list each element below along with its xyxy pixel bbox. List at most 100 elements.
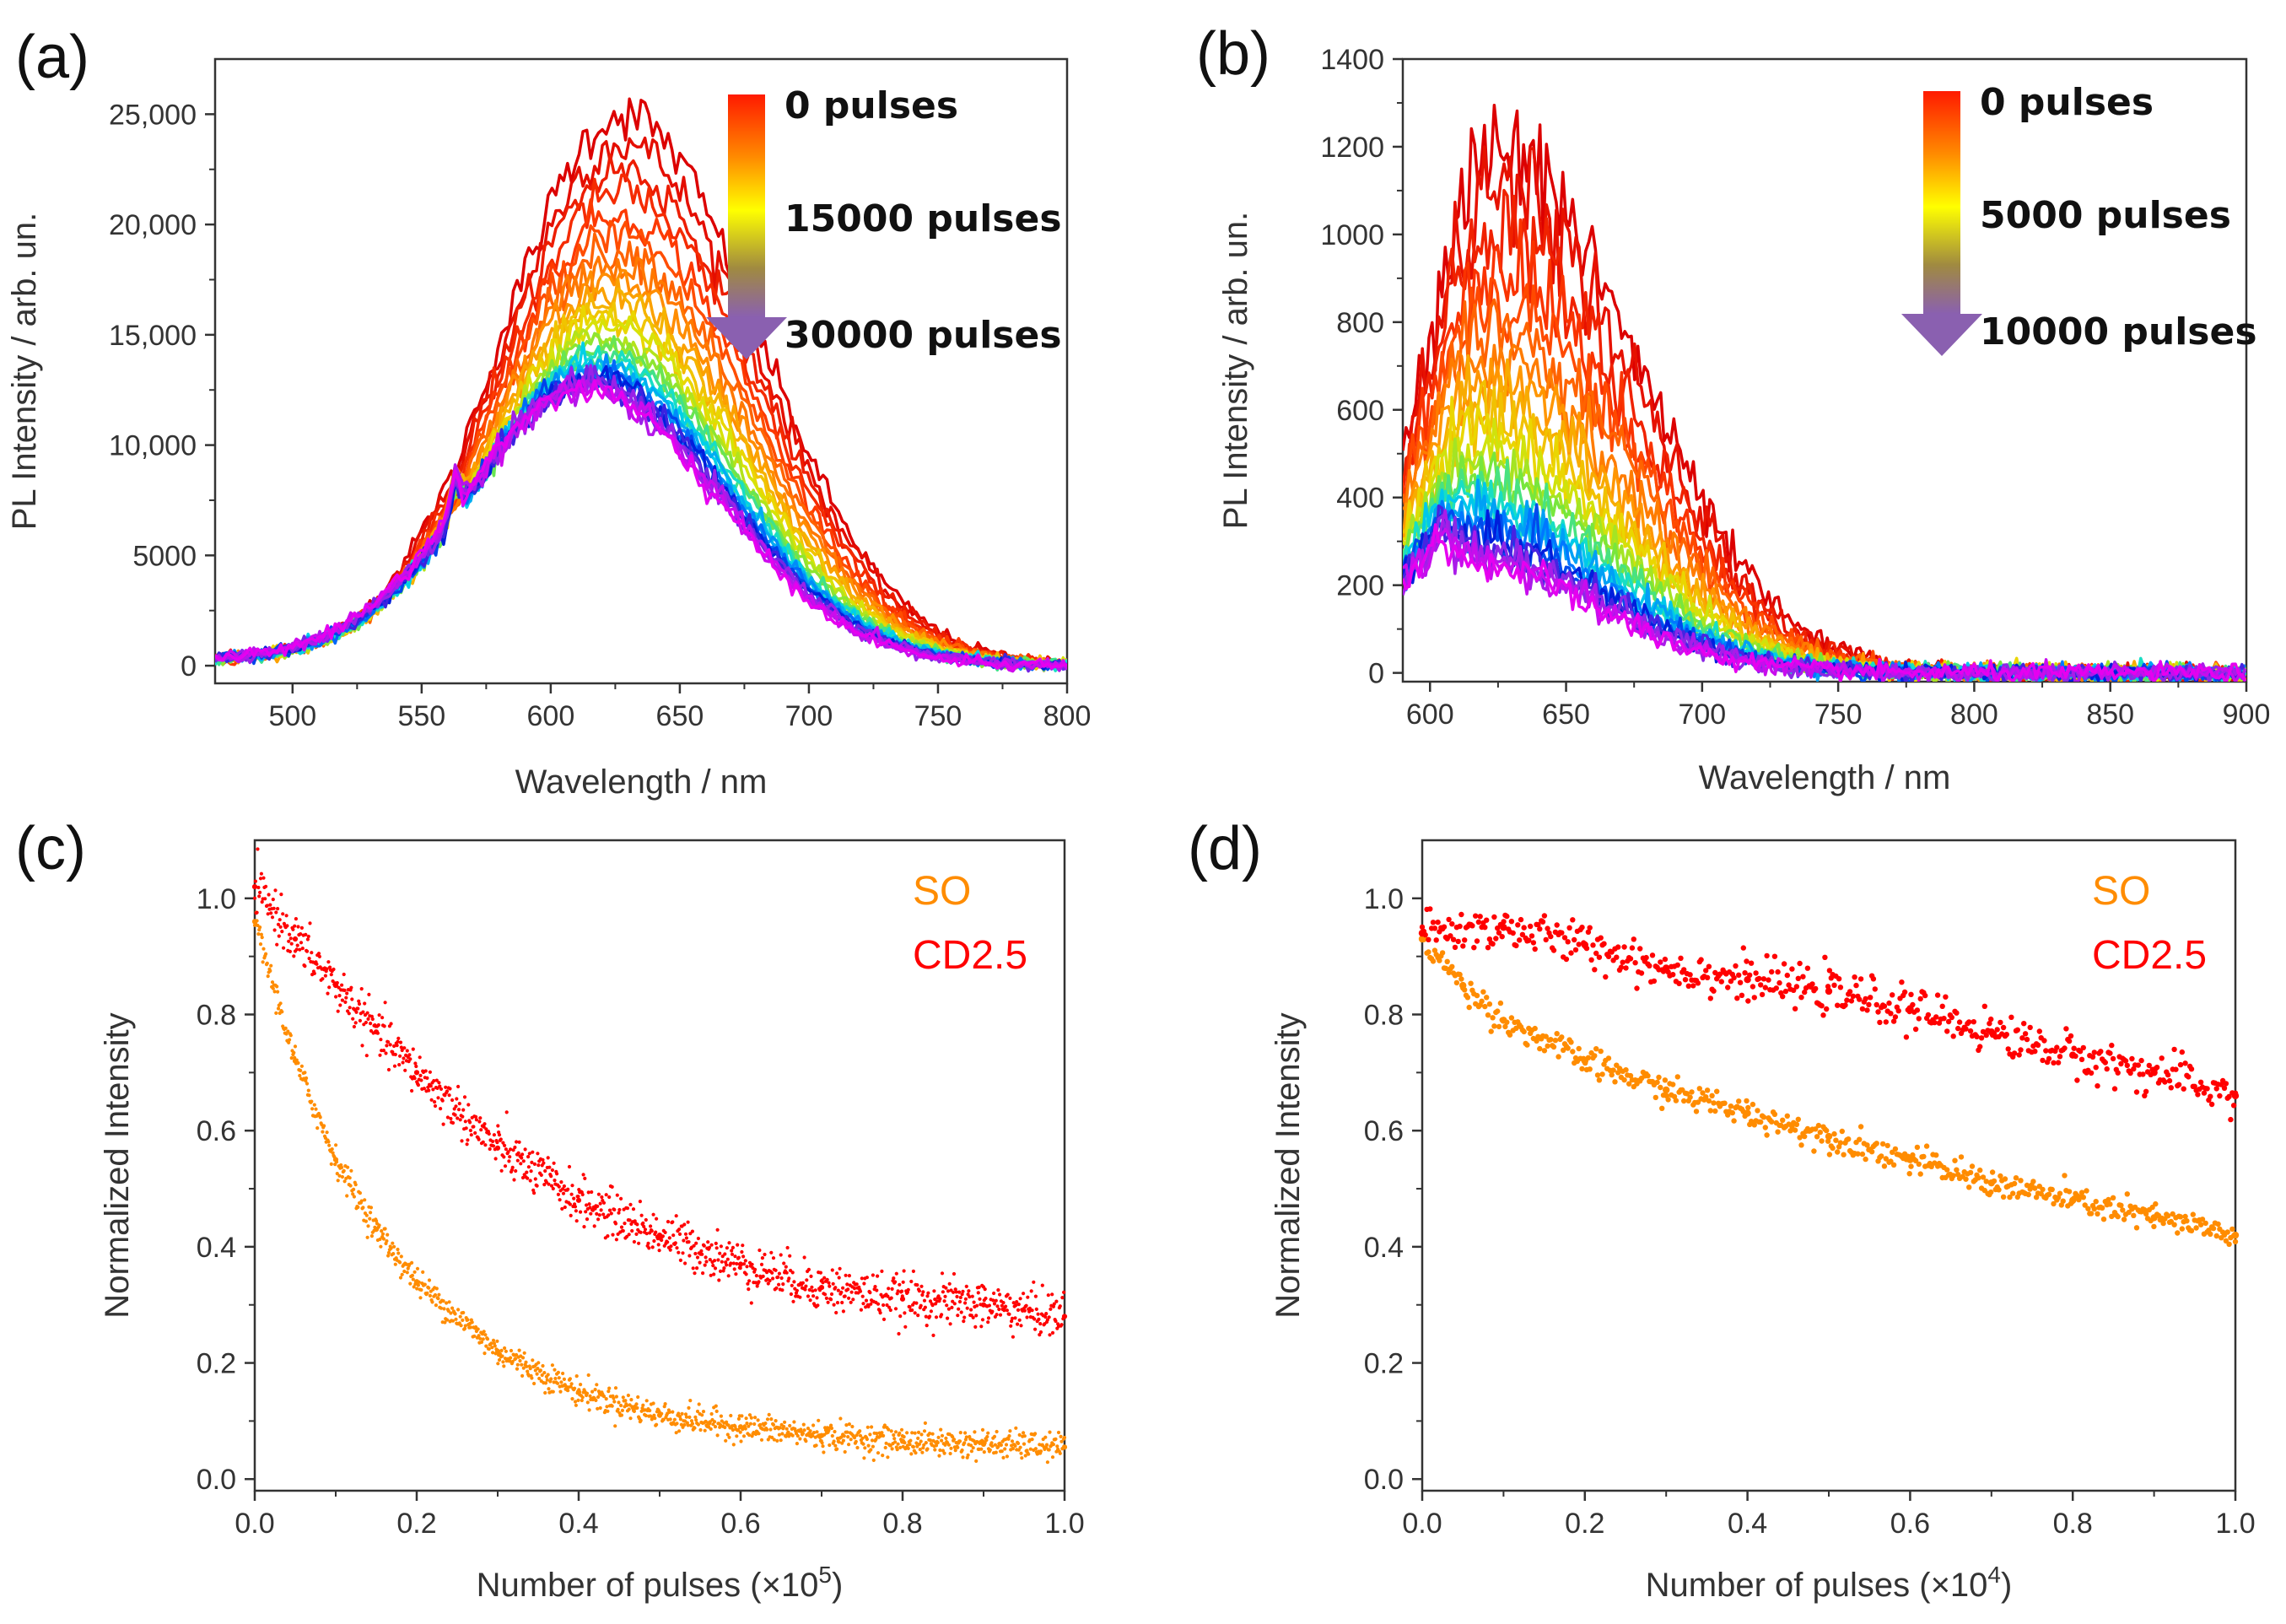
x-tick-label: 700 (785, 700, 833, 732)
scatter-point (1054, 1299, 1059, 1303)
scatter-point (1943, 994, 1949, 1000)
scatter-point (520, 1356, 526, 1360)
scatter-point (1722, 1100, 1728, 1106)
scatter-point (936, 1294, 941, 1298)
scatter-point (393, 1052, 397, 1057)
scatter-point (1967, 1028, 1974, 1034)
scatter-point (1590, 942, 1596, 948)
scatter-point (450, 1120, 456, 1125)
scatter-point (465, 1142, 469, 1147)
y-tick-label: 1000 (1320, 219, 1384, 251)
scatter-point (841, 1286, 845, 1290)
scatter-point (2142, 1093, 2148, 1099)
scatter-point (2057, 1190, 2063, 1196)
scatter-point (713, 1259, 717, 1263)
scatter-point (508, 1359, 512, 1363)
scatter-point (1507, 1032, 1513, 1038)
scatter-point (654, 1230, 658, 1234)
scatter-point (1928, 1163, 1934, 1170)
scatter-point (1747, 972, 1753, 979)
scatter-point (405, 1271, 409, 1275)
scatter-point (337, 994, 342, 998)
scatter-point (561, 1191, 566, 1195)
scatter-point (988, 1448, 992, 1452)
scatter-point (396, 1251, 401, 1255)
scatter-point (1974, 1033, 1980, 1040)
scatter-point (553, 1376, 558, 1381)
scatter-point (839, 1435, 844, 1439)
scatter-point (2110, 1195, 2116, 1201)
scatter-point (383, 1227, 387, 1231)
scatter-point (590, 1190, 594, 1195)
scatter-point (584, 1210, 588, 1214)
scatter-point (2024, 1182, 2030, 1189)
scatter-point (1748, 1119, 1755, 1125)
scatter-point (1923, 1143, 1930, 1149)
scatter-point (2135, 1062, 2141, 1068)
scatter-point (925, 1447, 930, 1451)
scatter-point (356, 1205, 360, 1210)
scatter-point (629, 1398, 634, 1402)
scatter-point (1847, 989, 1853, 995)
scatter-point (802, 1428, 806, 1432)
scatter-point (1576, 941, 1582, 947)
scatter-point (898, 1282, 902, 1287)
scatter-point (1814, 1134, 1820, 1140)
scatter-point (744, 1272, 748, 1276)
scatter-point (2154, 1065, 2160, 1071)
scatter-point (337, 985, 341, 990)
scatter-point (2204, 1086, 2210, 1092)
scatter-point (1482, 925, 1488, 931)
scatter-point (700, 1413, 704, 1417)
scatter-point (559, 1180, 563, 1184)
scatter-point (360, 1044, 364, 1048)
scatter-point (270, 915, 275, 920)
scatter-point (687, 1415, 692, 1419)
scatter-point (1485, 1012, 1491, 1018)
scatter-point (352, 1195, 356, 1199)
scatter-point (921, 1446, 925, 1450)
scatter-point (1051, 1304, 1055, 1308)
panel-b: 600 650 700 750 800 850 9000200400600800100012… (1196, 20, 2270, 796)
scatter-point (264, 952, 268, 956)
scatter-point (1615, 1070, 1621, 1076)
scatter-point (260, 900, 264, 904)
scatter-point (741, 1434, 747, 1438)
scatter-point (2197, 1079, 2204, 1086)
scatter-point (810, 1285, 814, 1289)
scatter-point (855, 1445, 860, 1450)
scatter-point (1545, 925, 1550, 931)
scatter-point (2019, 1035, 2025, 1041)
scatter-point (421, 1270, 425, 1274)
scatter-point (1883, 1019, 1889, 1025)
scatter-point (1906, 1171, 1912, 1177)
scatter-point (788, 1423, 792, 1428)
scatter-point (998, 1292, 1002, 1297)
scatter-point (1987, 1021, 1992, 1027)
scatter-point (2199, 1217, 2206, 1222)
scatter-point (683, 1232, 688, 1236)
scatter-point (2071, 1045, 2077, 1051)
x-tick-label: 0.2 (1565, 1508, 1604, 1540)
scatter-point (928, 1432, 932, 1436)
scatter-point (2088, 1070, 2095, 1076)
scatter-point (2077, 1049, 2084, 1055)
scatter-point (1751, 995, 1757, 1001)
scatter-point (2230, 1103, 2237, 1109)
scatter-point (969, 1308, 973, 1312)
scatter-point (258, 890, 262, 894)
scatter-point (2208, 1231, 2213, 1238)
scatter-point (2018, 1178, 2024, 1184)
scatter-point (259, 871, 263, 876)
scatter-point (365, 1011, 369, 1015)
scatter-point (279, 893, 283, 897)
scatter-point (1760, 976, 1767, 982)
scatter-point (573, 1400, 578, 1404)
scatter-point (784, 1427, 789, 1431)
scatter-point (357, 999, 361, 1003)
y-tick-label: 200 (1336, 570, 1384, 602)
panel-label: (a) (15, 24, 89, 91)
x-tick-label: 650 (1542, 699, 1590, 731)
panel-c: 0.0 0.2 0.4 0.6 0.8 1.00.00.20.40.60.81.0 SOCD… (15, 815, 1085, 1604)
scatter-point (952, 1271, 957, 1276)
